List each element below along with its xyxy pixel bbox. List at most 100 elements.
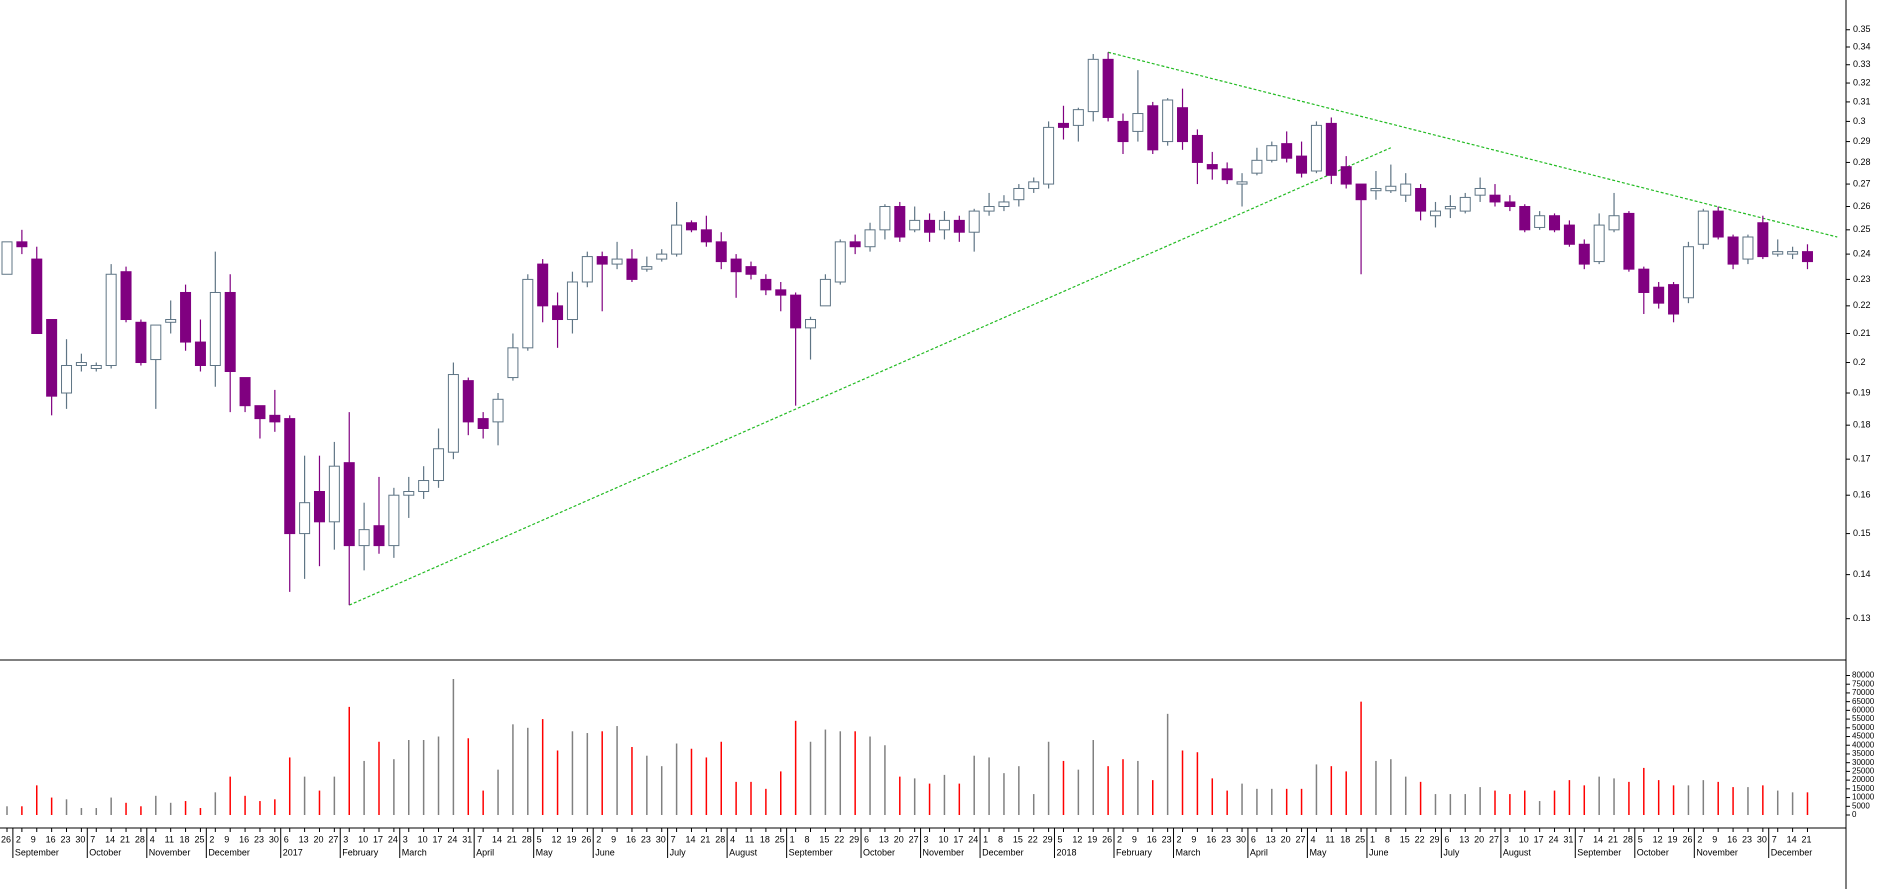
x-tick-label: 31 <box>462 834 472 844</box>
candle-body <box>1801 251 1813 263</box>
y-tick-label: 0.3 <box>1853 116 1866 126</box>
y-tick-label: 0.27 <box>1853 178 1871 188</box>
x-tick-label: 6 <box>864 834 869 844</box>
candle-body <box>834 241 846 283</box>
month-label: December <box>208 847 250 857</box>
month-label: November <box>1696 847 1738 857</box>
month-label: August <box>1503 847 1532 857</box>
x-tick-label: 21 <box>700 834 710 844</box>
y-tick-label: 65000 <box>1852 697 1875 706</box>
x-tick-label: 27 <box>1489 834 1499 844</box>
candle-body <box>1549 215 1561 231</box>
y-tick-label: 0.19 <box>1853 387 1871 397</box>
candle-body <box>1682 246 1694 299</box>
candle-body <box>581 256 593 283</box>
candle-body <box>373 525 385 547</box>
x-tick-label: 9 <box>1132 834 1137 844</box>
x-tick-label: 21 <box>120 834 130 844</box>
candle-body <box>1727 236 1739 265</box>
candle-body <box>61 364 73 394</box>
x-tick-label: 17 <box>1534 834 1544 844</box>
x-tick-label: 23 <box>1162 834 1172 844</box>
candle-body <box>611 258 623 265</box>
candle-body <box>433 448 445 482</box>
candle-body <box>1177 107 1189 143</box>
month-label: November <box>923 847 965 857</box>
x-tick-label: 18 <box>760 834 770 844</box>
x-tick-label: 21 <box>1801 834 1811 844</box>
x-tick-label: 24 <box>968 834 978 844</box>
month-label: September <box>1577 847 1621 857</box>
x-tick-label: 16 <box>1147 834 1157 844</box>
y-tick-label: 0 <box>1852 810 1857 819</box>
x-tick-label: 28 <box>522 834 532 844</box>
candle-body <box>75 362 87 366</box>
x-tick-label: 14 <box>1787 834 1797 844</box>
x-tick-label: 12 <box>1072 834 1082 844</box>
month-label: December <box>1771 847 1813 857</box>
x-tick-label: 13 <box>1266 834 1276 844</box>
x-tick-label: 30 <box>656 834 666 844</box>
candle-body <box>477 418 489 429</box>
candle-body <box>522 278 534 349</box>
x-tick-label: 27 <box>328 834 338 844</box>
candle-body <box>1519 206 1531 231</box>
y-tick-label: 25000 <box>1852 767 1875 776</box>
candle-body <box>1489 194 1501 203</box>
candle-body <box>1325 122 1337 176</box>
candle-body <box>1132 113 1144 132</box>
month-label: April <box>476 847 494 857</box>
x-tick-label: 16 <box>1727 834 1737 844</box>
x-tick-label: 21 <box>1608 834 1618 844</box>
candle-body <box>819 278 831 307</box>
x-tick-label: 8 <box>805 834 810 844</box>
candle-body <box>1772 251 1784 255</box>
y-tick-label: 10000 <box>1852 793 1875 802</box>
candle-body <box>775 289 787 296</box>
x-tick-label: 17 <box>373 834 383 844</box>
x-tick-label: 2 <box>1117 834 1122 844</box>
candle-body <box>1266 145 1278 161</box>
candle-body <box>313 491 325 523</box>
candle-body <box>790 294 802 329</box>
candle-body <box>284 418 296 535</box>
x-tick-label: 25 <box>194 834 204 844</box>
candle-body <box>864 229 876 248</box>
candle-body <box>641 266 653 270</box>
x-tick-label: 9 <box>31 834 36 844</box>
candle-body <box>745 266 757 275</box>
candle-body <box>1117 120 1129 143</box>
y-tick-label: 40000 <box>1852 740 1875 749</box>
candle-body <box>1623 212 1635 270</box>
y-tick-label: 0.31 <box>1853 96 1871 106</box>
month-label: September <box>15 847 59 857</box>
candle-body <box>1742 236 1754 260</box>
candle-body <box>299 502 311 535</box>
x-tick-label: 3 <box>343 834 348 844</box>
month-label: February <box>342 847 379 857</box>
candle-body <box>462 380 474 423</box>
x-tick-label: 10 <box>358 834 368 844</box>
month-label: March <box>1176 847 1201 857</box>
x-tick-label: 13 <box>299 834 309 844</box>
x-tick-label: 21 <box>507 834 517 844</box>
y-tick-label: 5000 <box>1852 801 1870 810</box>
x-tick-label: 14 <box>105 834 115 844</box>
x-tick-label: 7 <box>477 834 482 844</box>
month-label: June <box>595 847 615 857</box>
candle-body <box>165 319 177 323</box>
month-label: February <box>1116 847 1153 857</box>
month-label: October <box>1637 847 1669 857</box>
candle-body <box>938 219 950 231</box>
x-tick-label: 26 <box>1682 834 1692 844</box>
x-tick-label: 16 <box>1206 834 1216 844</box>
candle-body <box>209 291 221 366</box>
x-tick-label: 14 <box>1593 834 1603 844</box>
x-tick-label: 15 <box>1400 834 1410 844</box>
candle-body <box>1415 187 1427 212</box>
x-tick-label: 8 <box>1385 834 1390 844</box>
candle-body <box>328 465 340 523</box>
y-tick-label: 0.35 <box>1853 24 1871 34</box>
x-tick-label: 24 <box>388 834 398 844</box>
candle-body <box>1444 206 1456 210</box>
